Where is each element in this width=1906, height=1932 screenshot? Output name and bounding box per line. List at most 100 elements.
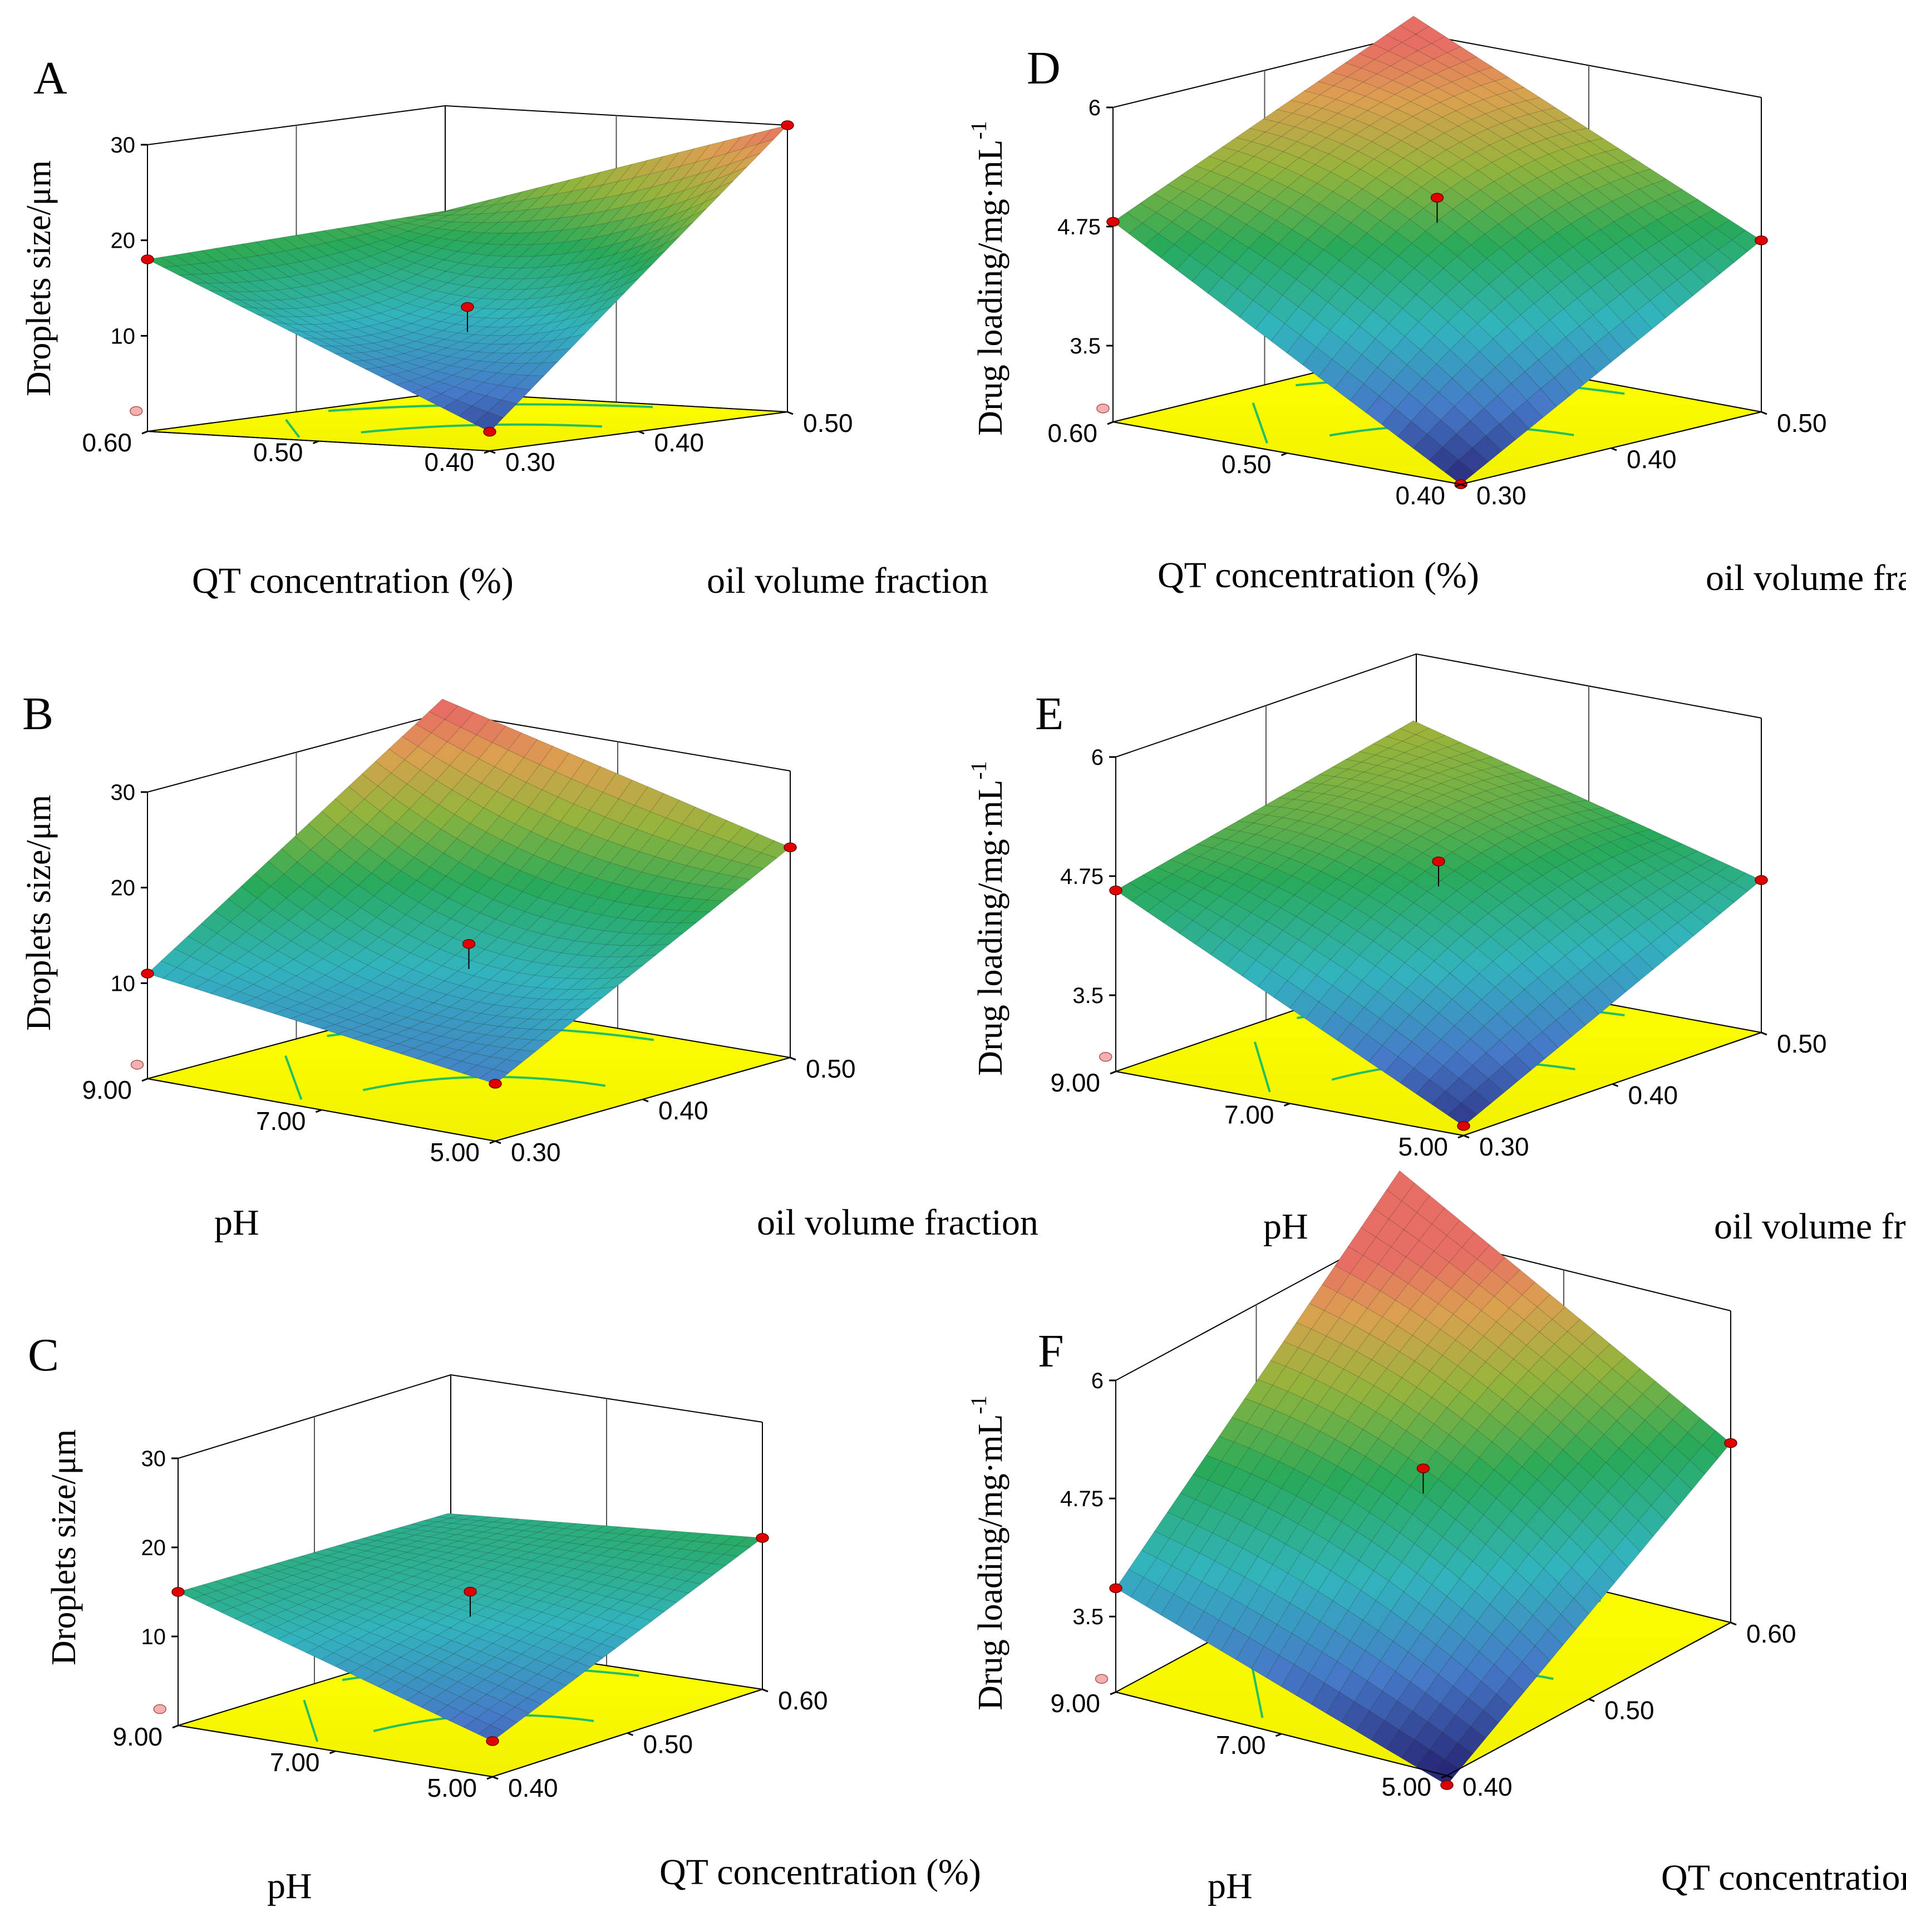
surface-cell (657, 1567, 686, 1579)
surface-cell (433, 741, 464, 766)
center-point (464, 1586, 477, 1597)
surface-cell (232, 1602, 261, 1615)
surface-cell (706, 888, 737, 902)
x-tick-mark (172, 1724, 179, 1729)
design-point (1755, 235, 1768, 245)
surface-cell (526, 286, 558, 300)
surface-cell (319, 292, 350, 304)
surface-cell (606, 1588, 634, 1601)
x-axis-label: pH (214, 1202, 259, 1243)
surface-cell (434, 209, 463, 216)
surface-cell (649, 793, 680, 819)
surface-cell (595, 292, 626, 312)
surface-cell (387, 1656, 416, 1672)
panel-letter: F (1038, 1325, 1064, 1377)
y-tick-mark (638, 430, 645, 435)
surface-plot: 5.00 7.00 9.00 0.40 0.50 0.60 10 20 30 pH QT conce… (45, 1374, 981, 1906)
x-tick-label: 7.00 (1224, 1100, 1274, 1129)
z-tick-label: 4.75 (1060, 864, 1104, 889)
y-axis-label: oil volume fraction (707, 561, 988, 601)
surface-cell (1372, 34, 1403, 52)
surface-cell (356, 335, 387, 344)
surface-cell (518, 961, 549, 976)
x-tick-label: 5.00 (430, 1138, 480, 1167)
design-point (1440, 1780, 1454, 1790)
panel-letter: C (28, 1329, 59, 1381)
y-axis-label: QT concentration (%) (1661, 1857, 1906, 1898)
surface-cell (248, 941, 279, 961)
design-point (1755, 875, 1768, 885)
surface-cell (575, 1652, 604, 1668)
y-tick-mark (1611, 447, 1617, 451)
z-tick-label: 30 (141, 1447, 166, 1471)
surface-cell (225, 991, 257, 1004)
design-points (153, 1533, 769, 1746)
design-point (171, 1587, 185, 1597)
z-tick-label: 3.5 (1070, 334, 1101, 358)
y-tick-label: 0.60 (1746, 1619, 1796, 1648)
surface-cell (717, 166, 747, 189)
surface-cell (606, 1526, 635, 1535)
surface-cell (549, 1656, 577, 1672)
surface-cell (414, 1580, 443, 1590)
surface-cell (329, 338, 359, 347)
x-tick-mark (312, 440, 319, 444)
panel-letter: D (1027, 42, 1061, 94)
surface-cell (540, 274, 572, 289)
surface-cell (1374, 51, 1405, 67)
surface-cell (479, 1069, 510, 1084)
y-tick-label: 0.40 (508, 1773, 558, 1802)
surface-cell (220, 1607, 249, 1620)
surface-cell (1382, 109, 1414, 125)
surface-cell (308, 958, 339, 976)
design-point (489, 1079, 502, 1089)
surface-cell (334, 1659, 363, 1674)
surface-cell (504, 972, 535, 986)
surface-cell (1589, 138, 1620, 153)
surface-cell (411, 819, 442, 844)
surface-cell (306, 1646, 334, 1660)
surface-cell (474, 411, 504, 432)
surface-cell (377, 365, 409, 375)
surface-cell (1469, 99, 1500, 115)
surface-cell (628, 872, 658, 891)
surface-cell (270, 250, 302, 265)
x-tick-mark (141, 430, 148, 435)
response-surface (177, 1513, 764, 1742)
surface-cell (720, 876, 751, 891)
y-tick-label: 0.50 (1777, 1029, 1827, 1058)
surface-cell (502, 1707, 530, 1723)
surface-cell (733, 864, 764, 880)
y-tick-label: 0.30 (1479, 1132, 1529, 1161)
surface-cell (1437, 81, 1468, 97)
surface-cell (218, 1596, 247, 1608)
z-axis-label-main: Droplets size/μm (20, 160, 58, 396)
z-tick-label: 20 (111, 876, 136, 901)
panel-e: E 5.00 7.00 9.00 0.30 0.40 0.50 3.5 4.75 6 pH oil … (966, 653, 1906, 1247)
surface-cell (649, 1599, 677, 1613)
design-point-below (153, 1704, 166, 1714)
x-tick-mark (1280, 452, 1288, 456)
surface-plot: 5.00 7.00 9.00 0.40 0.50 0.60 3.5 4.75 6 pH QT con… (966, 1170, 1906, 1906)
design-point-below (1095, 1674, 1109, 1684)
surface-cell (536, 977, 567, 990)
surface-cell (666, 922, 697, 935)
surface-plot: 5.00 7.00 9.00 0.30 0.40 0.50 10 20 30 pH oil volu… (20, 699, 1038, 1243)
x-tick-mark (1110, 1691, 1116, 1695)
surface-cell (1351, 96, 1382, 111)
panel-letter: A (33, 52, 67, 104)
surface-cell (540, 1540, 570, 1549)
z-tick-label: 3.5 (1072, 1605, 1104, 1629)
surface-cell (178, 973, 209, 989)
z-axis-label-sup: -1 (966, 121, 991, 139)
response-surface (146, 125, 789, 432)
surface-cell (612, 1550, 641, 1561)
y-tick-label: 0.40 (1628, 1081, 1678, 1110)
y-tick-label: 0.50 (803, 409, 853, 437)
surface-cell (280, 308, 312, 317)
surface-cell (1317, 72, 1348, 86)
x-tick-mark (486, 1776, 493, 1780)
surface-cell (494, 278, 525, 290)
surface-cell (653, 1547, 682, 1557)
x-tick-label: 5.00 (1398, 1132, 1448, 1161)
